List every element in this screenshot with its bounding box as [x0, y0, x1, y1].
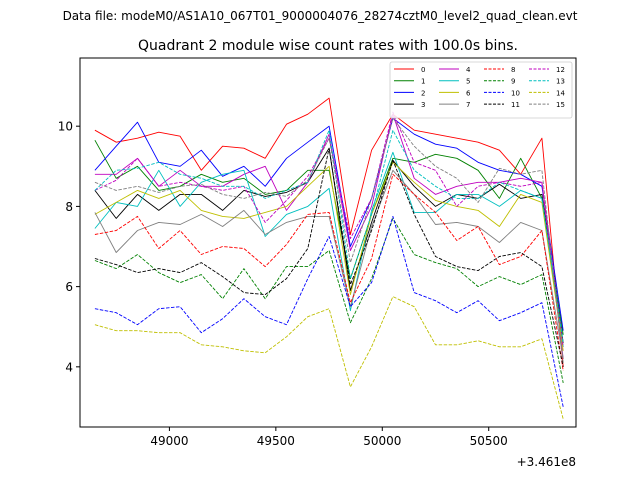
series-line-0: [94, 97, 564, 367]
legend-label-14: 14: [556, 89, 565, 97]
legend-label-6: 6: [466, 89, 471, 97]
series-line-8: [94, 173, 564, 371]
legend-box: [389, 61, 573, 119]
y-tick-label: 6: [65, 280, 73, 294]
legend-label-15: 15: [556, 101, 565, 109]
legend-label-9: 9: [511, 78, 515, 86]
legend-label-12: 12: [556, 66, 565, 74]
x-axis-offset-label: +3.461e8: [517, 455, 576, 469]
x-tick-label: 49000: [150, 434, 188, 448]
series-line-13: [94, 129, 564, 343]
series-line-2: [94, 117, 564, 331]
series-line-3: [94, 147, 564, 343]
plot-area-frame: [79, 57, 577, 428]
legend-label-0: 0: [421, 66, 425, 74]
legend-label-8: 8: [511, 66, 515, 74]
series-line-9: [94, 217, 564, 383]
legend-label-5: 5: [466, 78, 470, 86]
legend-label-3: 3: [421, 101, 425, 109]
legend-label-1: 1: [421, 78, 425, 86]
legend-label-13: 13: [556, 78, 565, 86]
legend-label-4: 4: [466, 66, 471, 74]
legend-label-11: 11: [511, 101, 520, 109]
x-tick-label: 49500: [257, 434, 295, 448]
series-line-6: [94, 161, 564, 351]
series-line-10: [94, 215, 564, 407]
series-line-4: [94, 113, 564, 359]
x-tick-label: 50500: [470, 434, 508, 448]
y-tick-label: 10: [58, 120, 73, 134]
x-axis: 49000 49500 50000 50500: [150, 427, 508, 448]
series-line-14: [94, 296, 564, 420]
chart-title: Quadrant 2 module wise count rates with …: [138, 38, 518, 54]
y-tick-label: 4: [65, 360, 73, 374]
y-axis: 4 6 8 10: [58, 120, 80, 374]
series-line-1: [94, 139, 564, 335]
series-line-5: [94, 151, 564, 347]
y-tick-label: 8: [65, 200, 73, 214]
series-line-11: [94, 147, 564, 367]
legend-label-7: 7: [466, 101, 470, 109]
series-line-15: [94, 117, 564, 363]
chart-suptitle: Data file: modeM0/AS1A10_067T01_90000040…: [63, 9, 578, 23]
series-line-7: [94, 169, 564, 359]
legend-label-10: 10: [511, 89, 520, 97]
legend-label-2: 2: [421, 89, 425, 97]
x-tick-label: 50000: [363, 434, 401, 448]
series-layer: [94, 97, 564, 420]
series-line-12: [94, 111, 564, 347]
